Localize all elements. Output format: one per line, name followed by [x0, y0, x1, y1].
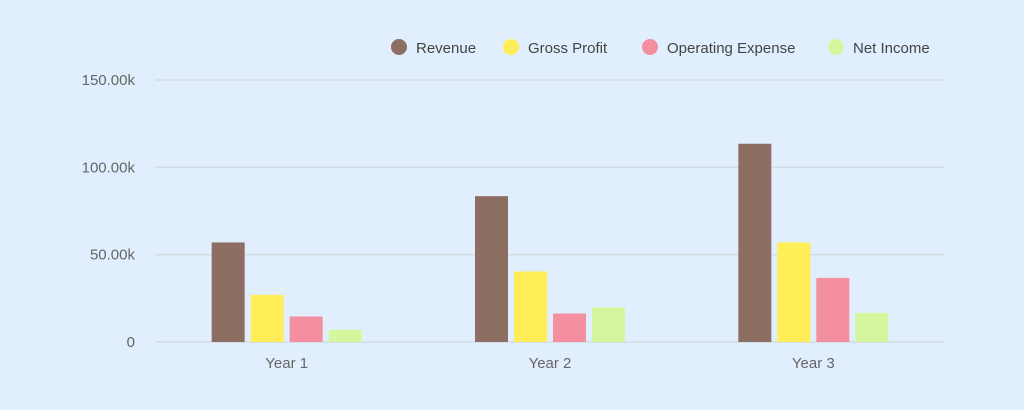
legend-label: Net Income [853, 40, 930, 57]
x-tick-label: Year 3 [792, 355, 835, 372]
x-tick-label: Year 1 [265, 355, 308, 372]
bar-gross-profit [514, 271, 547, 342]
y-tick-label: 100.00k [82, 159, 136, 176]
legend-marker [642, 39, 658, 55]
legend-marker [391, 39, 407, 55]
bar-revenue [475, 196, 508, 342]
legend-label: Revenue [416, 40, 476, 57]
bar-gross-profit [777, 242, 811, 342]
bar-revenue [738, 143, 772, 342]
bar-revenue [211, 242, 245, 342]
bar-operating-expense [553, 313, 586, 342]
bar-net-income [328, 329, 362, 342]
bar-operating-expense [816, 277, 850, 342]
legend-label: Gross Profit [528, 40, 608, 57]
legend-marker [828, 39, 844, 55]
legend-marker [503, 39, 519, 55]
bar-net-income [592, 307, 625, 342]
bar-operating-expense [289, 316, 323, 342]
legend-label: Operating Expense [667, 40, 795, 57]
bar-net-income [855, 312, 889, 342]
y-tick-label: 150.00k [82, 72, 136, 89]
bar-gross-profit [250, 294, 284, 342]
x-tick-label: Year 2 [529, 355, 572, 372]
y-tick-label: 50.00k [90, 247, 136, 264]
y-tick-label: 0 [127, 334, 135, 351]
